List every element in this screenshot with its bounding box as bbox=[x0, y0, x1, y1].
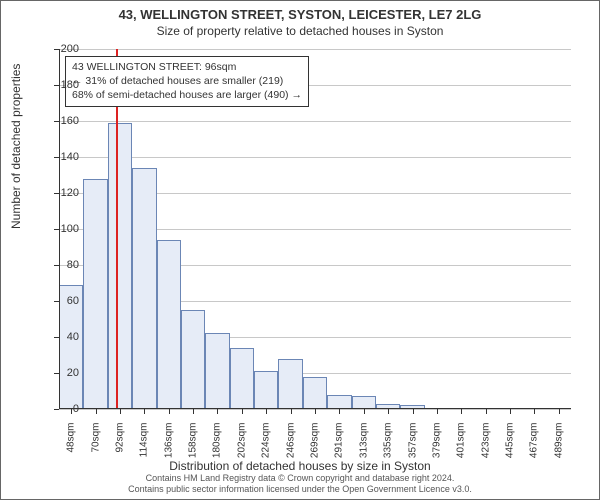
x-tick-label: 48sqm bbox=[66, 423, 77, 473]
x-tick-label: 489sqm bbox=[553, 423, 564, 473]
y-tick-label: 40 bbox=[39, 331, 79, 343]
x-tick-label: 246sqm bbox=[285, 423, 296, 473]
y-tick-label: 120 bbox=[39, 187, 79, 199]
x-tick-label: 269sqm bbox=[310, 423, 321, 473]
y-tick-label: 100 bbox=[39, 223, 79, 235]
histogram-bar bbox=[132, 168, 156, 409]
histogram-bar bbox=[230, 348, 254, 409]
x-tick-mark bbox=[315, 409, 316, 414]
x-tick-label: 335sqm bbox=[383, 423, 394, 473]
histogram-bar bbox=[108, 123, 132, 409]
histogram-bar bbox=[303, 377, 327, 409]
x-tick-label: 313sqm bbox=[358, 423, 369, 473]
x-tick-label: 467sqm bbox=[529, 423, 540, 473]
y-tick-label: 0 bbox=[39, 403, 79, 415]
y-tick-label: 80 bbox=[39, 259, 79, 271]
gridline bbox=[59, 49, 571, 50]
footer-line-1: Contains HM Land Registry data © Crown c… bbox=[1, 473, 599, 484]
y-axis-title: Number of detached properties bbox=[9, 64, 23, 229]
x-tick-mark bbox=[193, 409, 194, 414]
x-tick-label: 379sqm bbox=[431, 423, 442, 473]
annotation-line-2: ← 31% of detached houses are smaller (21… bbox=[72, 74, 302, 88]
y-tick-label: 60 bbox=[39, 295, 79, 307]
histogram-bar bbox=[327, 395, 351, 409]
annotation-box: 43 WELLINGTON STREET: 96sqm ← 31% of det… bbox=[65, 56, 309, 107]
x-tick-mark bbox=[120, 409, 121, 414]
annotation-line-1: 43 WELLINGTON STREET: 96sqm bbox=[72, 60, 302, 74]
y-tick-label: 20 bbox=[39, 367, 79, 379]
histogram-bar bbox=[83, 179, 107, 409]
x-tick-mark bbox=[510, 409, 511, 414]
histogram-bar bbox=[157, 240, 181, 409]
x-tick-mark bbox=[169, 409, 170, 414]
chart-title-main: 43, WELLINGTON STREET, SYSTON, LEICESTER… bbox=[1, 7, 599, 22]
chart-container: 43, WELLINGTON STREET, SYSTON, LEICESTER… bbox=[0, 0, 600, 500]
histogram-bar bbox=[254, 371, 278, 409]
x-tick-label: 114sqm bbox=[139, 423, 150, 473]
x-tick-mark bbox=[559, 409, 560, 414]
x-tick-label: 445sqm bbox=[505, 423, 516, 473]
x-tick-mark bbox=[413, 409, 414, 414]
footer-attribution: Contains HM Land Registry data © Crown c… bbox=[1, 473, 599, 495]
x-tick-mark bbox=[437, 409, 438, 414]
y-tick-label: 140 bbox=[39, 151, 79, 163]
chart-title-sub: Size of property relative to detached ho… bbox=[1, 24, 599, 38]
x-tick-label: 136sqm bbox=[163, 423, 174, 473]
x-tick-label: 92sqm bbox=[114, 423, 125, 473]
x-tick-mark bbox=[242, 409, 243, 414]
x-tick-label: 357sqm bbox=[407, 423, 418, 473]
histogram-bar bbox=[278, 359, 302, 409]
x-tick-mark bbox=[461, 409, 462, 414]
x-tick-label: 423sqm bbox=[480, 423, 491, 473]
x-tick-mark bbox=[486, 409, 487, 414]
x-tick-mark bbox=[96, 409, 97, 414]
x-tick-mark bbox=[266, 409, 267, 414]
x-tick-mark bbox=[217, 409, 218, 414]
y-tick-label: 200 bbox=[39, 43, 79, 55]
x-tick-mark bbox=[534, 409, 535, 414]
x-tick-mark bbox=[339, 409, 340, 414]
x-tick-label: 180sqm bbox=[212, 423, 223, 473]
histogram-bar bbox=[181, 310, 205, 409]
histogram-bar bbox=[205, 333, 229, 409]
x-tick-mark bbox=[144, 409, 145, 414]
x-tick-label: 224sqm bbox=[261, 423, 272, 473]
x-tick-mark bbox=[388, 409, 389, 414]
x-tick-label: 291sqm bbox=[334, 423, 345, 473]
x-tick-mark bbox=[364, 409, 365, 414]
y-tick-label: 160 bbox=[39, 115, 79, 127]
x-tick-label: 158sqm bbox=[188, 423, 199, 473]
gridline bbox=[59, 157, 571, 158]
x-tick-mark bbox=[291, 409, 292, 414]
x-tick-label: 70sqm bbox=[90, 423, 101, 473]
y-tick-label: 180 bbox=[39, 79, 79, 91]
annotation-line-3: 68% of semi-detached houses are larger (… bbox=[72, 88, 302, 102]
x-tick-label: 401sqm bbox=[456, 423, 467, 473]
gridline bbox=[59, 121, 571, 122]
footer-line-2: Contains public sector information licen… bbox=[1, 484, 599, 495]
x-tick-label: 202sqm bbox=[236, 423, 247, 473]
